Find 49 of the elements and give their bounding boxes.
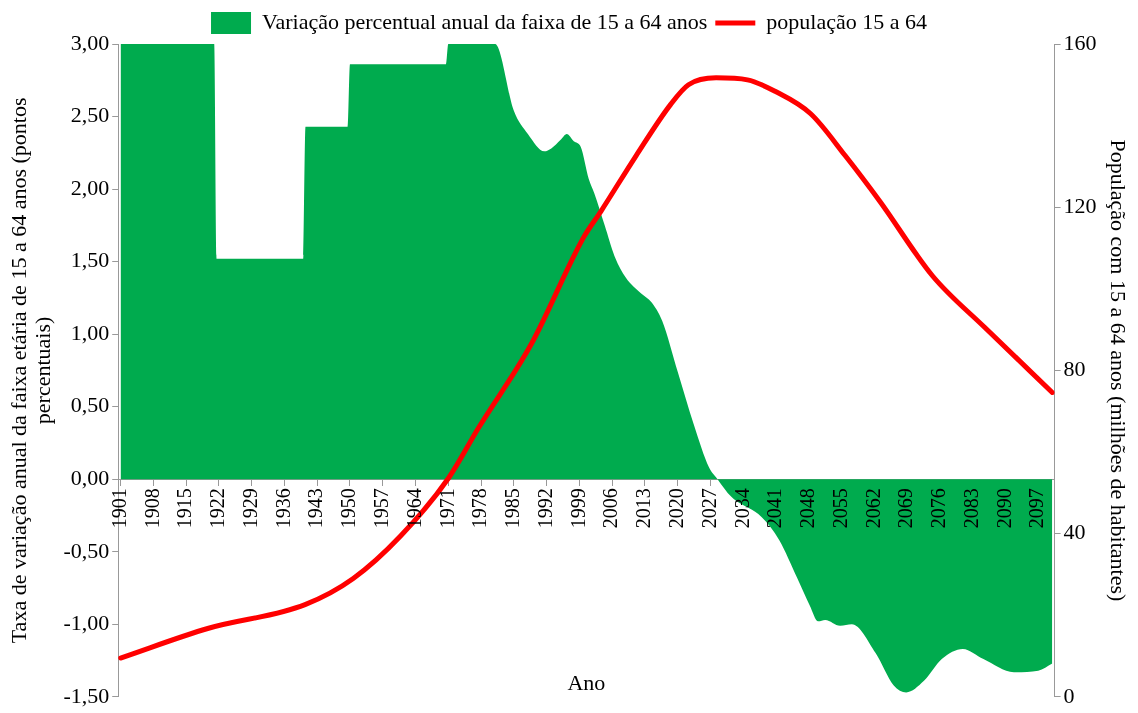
x-tick-label: 1957	[370, 488, 392, 529]
y-tick-label: 1,50	[70, 247, 110, 273]
x-tick-label: 1992	[533, 488, 556, 529]
legend-label: população 15 a 64	[766, 8, 927, 34]
x-tick-label: 2041	[763, 488, 786, 529]
x-tick-label: 1964	[402, 488, 425, 529]
y2-tick-label: 0	[1063, 682, 1075, 708]
y-tick-label: -0,50	[63, 537, 110, 563]
y-axis-title: Taxa de variação anual da faixa etária de 15 a 64 anos (pontos percentuais)	[5, 97, 56, 644]
x-tick-label: 1936	[271, 488, 294, 529]
y-tick-label: 0,50	[70, 392, 110, 418]
legend-label: Variação percentual anual da faixa de 15 a 64 anos	[262, 8, 708, 34]
y2-tick-label: 80	[1063, 356, 1086, 382]
x-tick-label: 1950	[337, 488, 360, 529]
y-tick-label: 2,50	[70, 102, 110, 128]
y-tick-label: 1,00	[70, 319, 110, 345]
x-tick-label: 2097	[1025, 488, 1048, 529]
x-tick-label: 2006	[599, 488, 622, 529]
x-tick-label: 2013	[632, 488, 655, 529]
x-tick-label: 1922	[206, 488, 229, 529]
x-tick-label: 2090	[992, 488, 1015, 529]
y-tick-label: -1,00	[63, 610, 110, 636]
x-tick-label: 2034	[730, 488, 753, 529]
x-tick-label: 2027	[697, 488, 720, 529]
y2-tick-label: 160	[1063, 29, 1097, 55]
x-tick-label: 1908	[140, 488, 163, 529]
y2-tick-label: 40	[1063, 519, 1086, 545]
x-tick-label: 1929	[238, 488, 261, 529]
y2-tick-label: 120	[1063, 192, 1097, 218]
x-tick-label: 2069	[894, 488, 917, 529]
x-tick-label: 2062	[861, 488, 884, 529]
x-tick-label: 2020	[664, 488, 687, 529]
y-tick-label: -1,50	[63, 682, 110, 708]
x-tick-label: 2055	[828, 488, 851, 529]
x-tick-label: 1901	[107, 488, 130, 529]
x-tick-label: 1999	[566, 488, 589, 529]
x-tick-label: 2048	[796, 488, 819, 529]
x-tick-label: 1915	[173, 488, 196, 529]
x-tick-label: 1978	[468, 488, 491, 529]
x-tick-label: 2083	[959, 488, 982, 529]
y2-axis-title: População com 15 a 64 anos (milhões de habitantes)	[1106, 139, 1132, 602]
y-tick-label: 2,00	[70, 174, 110, 200]
x-tick-label: 1971	[435, 488, 458, 529]
x-tick-label: 1985	[501, 488, 524, 529]
x-axis-title: Ano	[567, 669, 606, 695]
x-tick-label: 1943	[304, 488, 327, 529]
x-tick-label: 2076	[927, 488, 950, 529]
y-tick-label: 0,00	[70, 464, 110, 490]
y-tick-label: 3,00	[70, 29, 110, 55]
